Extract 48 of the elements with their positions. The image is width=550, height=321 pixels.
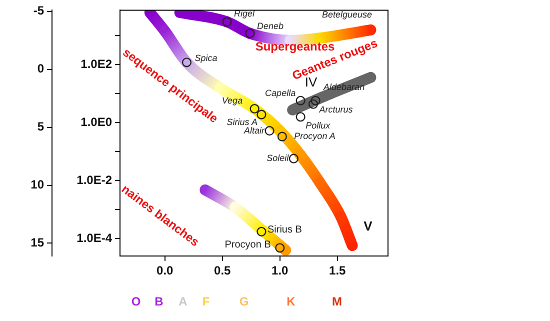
annotation: Procyon A bbox=[294, 131, 336, 142]
annotation: Altair bbox=[243, 125, 266, 136]
point bbox=[264, 126, 274, 136]
point bbox=[245, 28, 255, 38]
point bbox=[308, 99, 318, 109]
point bbox=[256, 226, 266, 236]
point bbox=[288, 154, 298, 164]
y-tick-label: 15 bbox=[30, 236, 44, 250]
point bbox=[256, 110, 266, 120]
y-tick-label: 5 bbox=[37, 120, 44, 134]
y2-tick-label: 1.0E-2 bbox=[76, 172, 112, 187]
text: M bbox=[332, 294, 342, 308]
annotation: V bbox=[364, 218, 373, 234]
y-tick-label: 0 bbox=[37, 62, 44, 76]
y2-tick-label: 1.0E2 bbox=[80, 57, 112, 72]
point bbox=[222, 16, 232, 27]
annotation: Betelgueuse bbox=[322, 10, 372, 20]
point bbox=[275, 243, 285, 253]
annotation: Procyon B bbox=[224, 240, 272, 251]
y-tick-label: 10 bbox=[30, 178, 44, 192]
text: K bbox=[286, 294, 296, 308]
y2-tick-label: 1.0E0 bbox=[80, 114, 112, 129]
annotation: Rigel bbox=[234, 8, 256, 18]
point bbox=[277, 132, 287, 142]
y2-tick-label: 1.0E-4 bbox=[76, 230, 112, 245]
point bbox=[310, 96, 320, 106]
annotation: Capella bbox=[265, 88, 296, 98]
point bbox=[182, 58, 192, 68]
x-tick-label: 0.5 bbox=[214, 264, 232, 278]
annotation: Soleil bbox=[266, 153, 290, 164]
point bbox=[250, 104, 260, 114]
annotation: Deneb bbox=[256, 20, 284, 31]
annotation: Arcturus bbox=[318, 104, 354, 115]
annotation: Supergeantes bbox=[255, 39, 336, 54]
x-tick-label: 1.5 bbox=[329, 264, 346, 278]
annotation: Sirius A bbox=[226, 117, 258, 128]
text: F bbox=[202, 294, 210, 308]
point bbox=[296, 112, 306, 122]
text: B bbox=[154, 294, 164, 308]
x-tick-label: 0.0 bbox=[156, 264, 174, 278]
text: G bbox=[239, 294, 249, 308]
annotation: Spica bbox=[194, 52, 218, 63]
annotation: IV bbox=[304, 74, 318, 90]
point bbox=[296, 96, 306, 106]
x-tick-label: 1.0 bbox=[272, 264, 289, 278]
text: O bbox=[131, 294, 141, 308]
annotation: Pollux bbox=[306, 120, 331, 130]
y-tick-label: -5 bbox=[33, 4, 44, 18]
